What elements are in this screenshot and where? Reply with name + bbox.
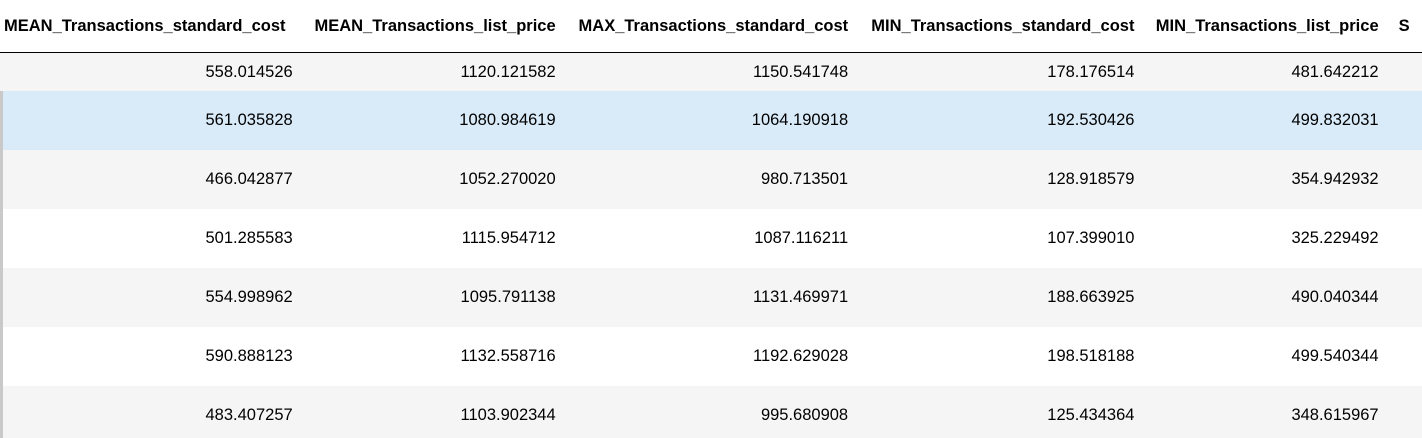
column-header-max-standard-cost[interactable]: MAX_Transactions_standard_cost [564, 0, 858, 53]
header-row: MEAN_Transactions_standard_cost MEAN_Tra… [0, 0, 1422, 53]
table-cell: 188.663925 [857, 268, 1144, 327]
table-row[interactable]: 590.888123 1132.558716 1192.629028 198.5… [0, 327, 1422, 386]
table-cell-partial [1387, 268, 1422, 327]
table-row[interactable]: 554.998962 1095.791138 1131.469971 188.6… [0, 268, 1422, 327]
table-cell: 554.998962 [0, 268, 302, 327]
table-cell-partial [1387, 209, 1422, 268]
table-cell: 1115.954712 [301, 209, 565, 268]
table-cell: 1150.541748 [564, 52, 858, 91]
table-cell: 590.888123 [0, 327, 302, 386]
table-cell: 499.540344 [1143, 327, 1388, 386]
row-gutter-divider [0, 91, 3, 438]
table-cell: 178.176514 [857, 52, 1144, 91]
table-cell: 1120.121582 [301, 52, 565, 91]
table-cell: 325.229492 [1143, 209, 1388, 268]
table-cell: 558.014526 [0, 52, 302, 91]
table-cell: 1103.902344 [301, 386, 565, 438]
column-header-min-standard-cost[interactable]: MIN_Transactions_standard_cost [857, 0, 1144, 53]
table-cell: 1132.558716 [301, 327, 565, 386]
table-cell: 561.035828 [0, 91, 302, 150]
table-cell: 466.042877 [0, 150, 302, 209]
column-header-mean-standard-cost[interactable]: MEAN_Transactions_standard_cost [0, 0, 302, 53]
table-row[interactable]: 558.014526 1120.121582 1150.541748 178.1… [0, 52, 1422, 91]
table-cell: 354.942932 [1143, 150, 1388, 209]
table-cell: 980.713501 [564, 150, 858, 209]
table-cell-partial [1387, 150, 1422, 209]
table-cell-partial [1387, 91, 1422, 150]
table-cell: 125.434364 [857, 386, 1144, 438]
table-cell-partial [1387, 386, 1422, 438]
table-cell: 1064.190918 [564, 91, 858, 150]
table-cell: 1095.791138 [301, 268, 565, 327]
table-row[interactable]: 466.042877 1052.270020 980.713501 128.91… [0, 150, 1422, 209]
table-cell: 499.832031 [1143, 91, 1388, 150]
table-body: 558.014526 1120.121582 1150.541748 178.1… [0, 52, 1422, 438]
table-cell: 1087.116211 [564, 209, 858, 268]
column-header-partial[interactable]: S [1387, 0, 1422, 53]
table-cell: 1080.984619 [301, 91, 565, 150]
column-header-mean-list-price[interactable]: MEAN_Transactions_list_price [301, 0, 565, 53]
table-row[interactable]: 483.407257 1103.902344 995.680908 125.43… [0, 386, 1422, 438]
table-cell: 1192.629028 [564, 327, 858, 386]
table-cell: 481.642212 [1143, 52, 1388, 91]
table-cell: 1131.469971 [564, 268, 858, 327]
table-row-hovered[interactable]: 561.035828 1080.984619 1064.190918 192.5… [0, 91, 1422, 150]
table-cell: 995.680908 [564, 386, 858, 438]
table-row[interactable]: 501.285583 1115.954712 1087.116211 107.3… [0, 209, 1422, 268]
column-header-min-list-price[interactable]: MIN_Transactions_list_price [1143, 0, 1388, 53]
table-cell: 198.518188 [857, 327, 1144, 386]
table-cell: 348.615967 [1143, 386, 1388, 438]
table-cell: 501.285583 [0, 209, 302, 268]
table-cell-partial [1387, 327, 1422, 386]
table-cell: 192.530426 [857, 91, 1144, 150]
table-cell: 128.918579 [857, 150, 1144, 209]
table-cell: 483.407257 [0, 386, 302, 438]
table-cell: 1052.270020 [301, 150, 565, 209]
table-header: MEAN_Transactions_standard_cost MEAN_Tra… [0, 0, 1422, 53]
table-cell: 490.040344 [1143, 268, 1388, 327]
table-cell: 107.399010 [857, 209, 1144, 268]
table-cell-partial [1387, 52, 1422, 91]
